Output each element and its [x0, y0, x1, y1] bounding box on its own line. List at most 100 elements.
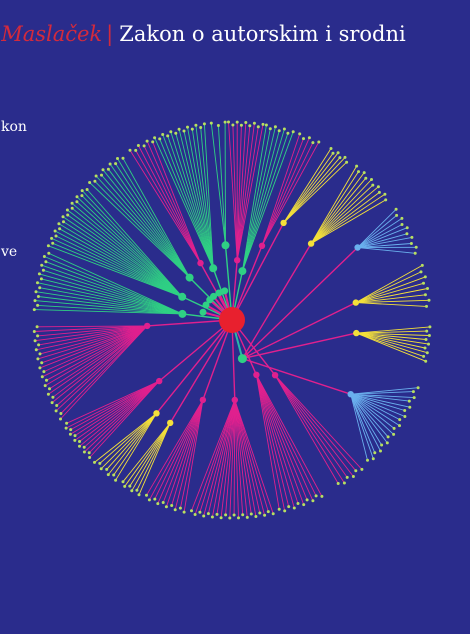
branch-line: [60, 325, 148, 414]
leaf-node: [366, 458, 369, 462]
leaf-node: [40, 263, 44, 267]
branch-line: [242, 357, 351, 395]
branch-line: [159, 138, 214, 269]
branch-line: [48, 325, 148, 395]
leaf-node: [407, 399, 411, 403]
leaf-node: [379, 449, 382, 453]
branch-line: [52, 325, 148, 398]
tree-node: [307, 240, 315, 247]
branch-line: [135, 150, 201, 264]
branch-line: [63, 221, 183, 298]
branch-line: [241, 124, 267, 272]
branch-line: [51, 325, 148, 403]
leaf-node: [286, 131, 290, 135]
leaf-node: [235, 120, 239, 124]
branch-line: [89, 380, 160, 458]
tree-node: [271, 372, 279, 379]
leaf-node: [161, 133, 165, 136]
leaf-node: [392, 432, 396, 436]
branch-line: [261, 138, 304, 246]
branch-line: [131, 422, 171, 492]
leaf-node: [266, 510, 270, 514]
branch-line: [274, 374, 339, 484]
branch-line: [350, 393, 389, 438]
branch-line: [55, 325, 148, 412]
branch-line: [350, 394, 374, 459]
leaf-node: [302, 503, 306, 507]
branch-line: [74, 380, 160, 441]
leaf-node: [216, 124, 220, 127]
leaf-node: [223, 120, 227, 124]
leaf-node: [282, 127, 286, 131]
branch-line: [199, 399, 236, 513]
branch-line: [355, 299, 430, 304]
root-node: [219, 307, 245, 333]
leaf-node: [69, 428, 73, 432]
branch-line: [255, 374, 308, 501]
branch-line: [37, 325, 148, 328]
branch-line: [62, 216, 183, 298]
leaf-node: [153, 136, 157, 140]
leaf-node: [161, 501, 165, 504]
branch-line: [310, 199, 386, 244]
leaf-node: [409, 242, 413, 245]
leaf-node: [329, 147, 333, 150]
leaf-node: [219, 516, 223, 520]
branch-line: [232, 124, 238, 261]
leaf-node: [342, 481, 346, 485]
branch-line: [256, 374, 323, 497]
leaf-node: [34, 348, 38, 352]
leaf-node: [51, 395, 55, 399]
branch-line: [283, 157, 341, 224]
branch-line: [49, 325, 148, 390]
branch-line: [234, 399, 274, 514]
branch-line: [76, 201, 183, 298]
branch-line: [350, 393, 400, 426]
branch-line: [86, 189, 183, 298]
author-name: a Maslaček: [0, 22, 103, 46]
leaf-node: [413, 251, 417, 255]
leaf-node: [336, 482, 340, 485]
branch-line: [115, 163, 190, 278]
leaf-node: [248, 124, 252, 128]
leaf-node: [114, 478, 118, 482]
branch-line: [261, 141, 320, 247]
branch-line: [59, 228, 183, 298]
leaf-node: [311, 499, 315, 503]
branch-line: [175, 133, 214, 269]
tree-node: [347, 391, 354, 398]
leaf-node: [224, 513, 228, 517]
branch-line: [48, 245, 183, 298]
leaf-node: [106, 167, 110, 171]
branch-line: [228, 121, 238, 261]
branch-line: [56, 325, 148, 406]
leaf-node: [35, 325, 39, 329]
branch-line: [234, 399, 248, 518]
leaf-node: [231, 123, 235, 127]
branch-line: [355, 276, 426, 304]
branch-line: [261, 142, 314, 246]
branch-line: [129, 422, 171, 487]
branch-line: [36, 325, 148, 351]
branch-line: [58, 223, 183, 298]
leaf-node: [411, 390, 415, 394]
leaf-node: [376, 185, 380, 189]
branch-line: [81, 190, 183, 298]
leaf-node: [121, 156, 125, 160]
leaf-node: [241, 513, 245, 517]
branch-line: [71, 207, 183, 298]
leaf-node: [317, 140, 321, 144]
hub-node: [210, 292, 217, 300]
branch-line: [255, 374, 295, 509]
branch-line: [70, 380, 160, 435]
leaf-node: [427, 298, 431, 302]
branch-line: [84, 380, 160, 453]
branch-line: [350, 393, 388, 444]
leaf-node: [370, 178, 373, 181]
leaf-node: [190, 509, 193, 513]
leaf-node: [105, 467, 109, 471]
leaf-node: [36, 281, 39, 285]
leaf-node: [174, 131, 178, 135]
leaf-node: [343, 155, 347, 159]
leaf-node: [78, 440, 81, 443]
